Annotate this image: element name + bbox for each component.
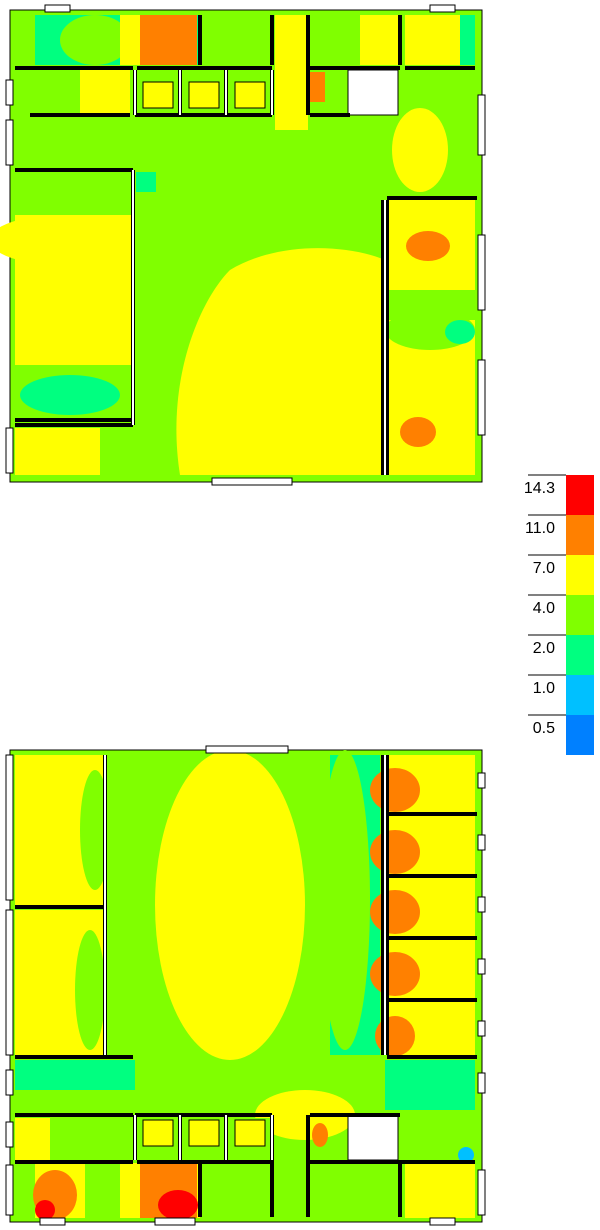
zone: [275, 15, 308, 130]
zone: [15, 428, 100, 475]
zone: [255, 1090, 355, 1140]
legend-swatch: [566, 675, 594, 715]
zone: [85, 1163, 120, 1218]
zone: [80, 70, 130, 115]
legend-swatch: [566, 595, 594, 635]
room-empty: [347, 1114, 399, 1161]
floor-plan-bottom: [5, 745, 486, 1226]
legend-swatch: [566, 555, 594, 595]
appliances: [142, 1119, 266, 1147]
zone: [60, 15, 130, 65]
zone: [202, 1163, 272, 1218]
zone: [75, 930, 105, 1050]
legend-label: 0.5: [533, 720, 555, 737]
floor-plan-top: [0, 4, 486, 486]
zone: [136, 172, 156, 192]
legend-label: 11.0: [525, 520, 555, 537]
zone: [158, 1190, 198, 1220]
zone: [310, 72, 325, 102]
zone: [0, 215, 130, 265]
zone: [15, 1060, 135, 1090]
zone: [406, 231, 450, 261]
legend-label: 2.0: [533, 640, 555, 657]
zone: [392, 108, 448, 192]
legend-swatch: [566, 635, 594, 675]
legend-swatch: [566, 515, 594, 555]
zone: [312, 1163, 400, 1218]
legend-label: 1.0: [533, 680, 555, 697]
zone: [312, 1123, 328, 1147]
zone: [15, 1118, 50, 1160]
windows: [5, 745, 486, 1226]
legend-label: 7.0: [533, 560, 555, 577]
zone: [458, 1147, 474, 1163]
appliances: [142, 81, 266, 109]
zone: [120, 15, 140, 65]
zone: [320, 750, 370, 1050]
zone: [20, 375, 120, 415]
room-empty: [347, 69, 399, 116]
zone: [140, 15, 197, 65]
zone: [80, 770, 110, 890]
legend-label: 14.3: [524, 480, 555, 497]
walls-inner: [132, 70, 386, 475]
legend: 14.3 11.0 7.0 4.0 2.0 1.0 0.5: [524, 474, 594, 755]
zone: [360, 15, 400, 65]
zone: [460, 15, 475, 65]
walls-inner: [104, 755, 386, 1160]
zone: [445, 320, 475, 344]
legend-swatch: [566, 475, 594, 515]
legend-label: 4.0: [533, 600, 555, 617]
zone: [35, 1200, 55, 1220]
zone: [405, 1163, 475, 1218]
legend-swatch: [566, 715, 594, 755]
zone: [176, 248, 385, 475]
windows: [5, 4, 486, 486]
zone: [400, 417, 436, 447]
zone: [385, 1060, 475, 1110]
zone: [202, 15, 272, 65]
zone: [155, 750, 305, 1060]
